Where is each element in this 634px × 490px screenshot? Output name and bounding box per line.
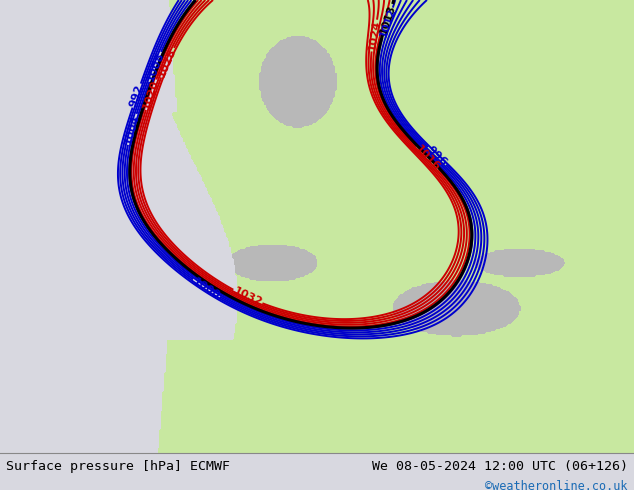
Text: 1024: 1024 (366, 20, 382, 51)
Text: 1008: 1008 (145, 50, 165, 83)
Text: 1000: 1000 (191, 276, 222, 301)
Text: Surface pressure [hPa] ECMWF: Surface pressure [hPa] ECMWF (6, 460, 230, 473)
Text: 1032: 1032 (231, 286, 264, 308)
Text: 1004: 1004 (123, 113, 141, 146)
Text: We 08-05-2024 12:00 UTC (06+126): We 08-05-2024 12:00 UTC (06+126) (372, 460, 628, 473)
Text: 1013: 1013 (378, 3, 398, 35)
Text: 1028: 1028 (157, 47, 178, 79)
Text: ©weatheronline.co.uk: ©weatheronline.co.uk (485, 480, 628, 490)
Text: 996: 996 (425, 144, 449, 168)
Text: 1020: 1020 (141, 78, 160, 111)
Text: 1016: 1016 (413, 143, 442, 172)
Text: 992: 992 (128, 83, 145, 108)
Text: 1012: 1012 (378, 6, 397, 39)
